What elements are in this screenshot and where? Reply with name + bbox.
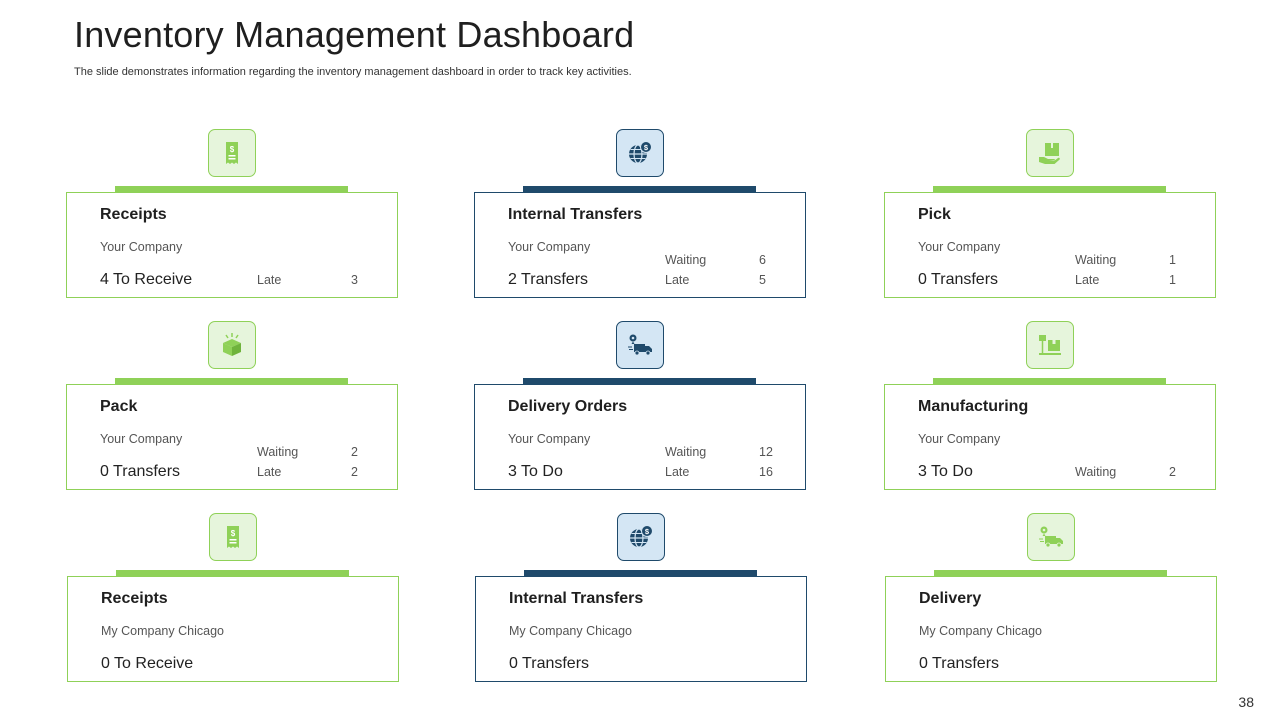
- page-number: 38: [1238, 694, 1254, 710]
- delivery-truck-icon: [616, 321, 664, 369]
- accent-bar: [115, 378, 348, 388]
- accent-bar: [116, 570, 349, 580]
- card-title: Pack: [100, 398, 138, 415]
- card-internal-transfers[interactable]: $ Internal Transfers Your Company 2 Tran…: [474, 129, 806, 299]
- card-manufacturing[interactable]: Manufacturing Your Company 3 To Do Waiti…: [884, 321, 1216, 491]
- card-main-value[interactable]: 0 Transfers: [918, 271, 999, 288]
- card-main-value[interactable]: 2 Transfers: [508, 271, 589, 288]
- globe-dollar-icon: $: [616, 129, 664, 177]
- card-company: Your Company: [918, 240, 1001, 254]
- delivery-truck-icon: [1027, 513, 1075, 561]
- accent-bar: [934, 570, 1167, 580]
- card-internal-transfers-chicago[interactable]: $ Internal Transfers My Company Chicago …: [475, 513, 807, 683]
- svg-text:$: $: [230, 145, 235, 154]
- card-receipts-chicago[interactable]: $ Receipts My Company Chicago 0 To Recei…: [67, 513, 399, 683]
- card-company: Your Company: [918, 432, 1001, 446]
- card-delivery-chicago[interactable]: Delivery My Company Chicago 0 Transfers: [885, 513, 1217, 683]
- card-body: Internal Transfers Your Company 2 Transf…: [474, 192, 806, 298]
- accent-bar: [933, 186, 1166, 196]
- card-company: Your Company: [508, 240, 591, 254]
- stat-value: 2: [1169, 465, 1176, 479]
- card-pick[interactable]: Pick Your Company 0 Transfers Waiting 1 …: [884, 129, 1216, 299]
- card-body: Receipts My Company Chicago 0 To Receive: [67, 576, 399, 682]
- card-main-value[interactable]: 0 Transfers: [919, 655, 1000, 672]
- svg-text:$: $: [644, 143, 649, 152]
- card-main-value[interactable]: 0 Transfers: [509, 655, 590, 672]
- accent-bar: [523, 378, 756, 388]
- hand-box-icon: [1026, 129, 1074, 177]
- stat-label: Waiting: [1075, 253, 1117, 267]
- page-title: Inventory Management Dashboard: [74, 14, 635, 55]
- card-delivery-orders[interactable]: Delivery Orders Your Company 3 To Do Wai…: [474, 321, 806, 491]
- card-main-value[interactable]: 0 To Receive: [101, 655, 194, 672]
- card-main-value[interactable]: 3 To Do: [508, 463, 563, 480]
- card-title: Manufacturing: [918, 398, 1029, 415]
- card-body: Internal Transfers My Company Chicago 0 …: [475, 576, 807, 682]
- card-receipts[interactable]: $ Receipts Your Company 4 To Receive Lat…: [66, 129, 398, 299]
- card-company: My Company Chicago: [919, 624, 1042, 638]
- svg-text:$: $: [645, 527, 650, 536]
- card-company: Your Company: [508, 432, 591, 446]
- card-company: My Company Chicago: [509, 624, 632, 638]
- stat-value: 3: [351, 273, 358, 287]
- globe-dollar-icon: $: [617, 513, 665, 561]
- stat-label: Waiting: [1075, 465, 1117, 479]
- stat-label: Waiting: [665, 445, 707, 459]
- stat-label: Late: [1075, 273, 1100, 287]
- card-title: Pick: [918, 206, 951, 223]
- open-box-icon: [208, 321, 256, 369]
- stat-value: 1: [1169, 273, 1176, 287]
- stat-value: 6: [759, 253, 766, 267]
- card-company: Your Company: [100, 432, 183, 446]
- accent-bar: [115, 186, 348, 196]
- card-main-value[interactable]: 0 Transfers: [100, 463, 181, 480]
- card-body: Receipts Your Company 4 To Receive Late …: [66, 192, 398, 298]
- card-body: Pick Your Company 0 Transfers Waiting 1 …: [884, 192, 1216, 298]
- stat-label: Late: [665, 273, 690, 287]
- card-title: Receipts: [101, 590, 168, 607]
- accent-bar: [933, 378, 1166, 388]
- card-pack[interactable]: Pack Your Company 0 Transfers Waiting 2 …: [66, 321, 398, 491]
- svg-text:$: $: [231, 529, 236, 538]
- stat-label: Waiting: [257, 445, 299, 459]
- stat-value: 2: [351, 445, 358, 459]
- receipt-icon: $: [209, 513, 257, 561]
- card-main-value[interactable]: 4 To Receive: [100, 271, 193, 288]
- card-title: Delivery Orders: [508, 398, 628, 415]
- receipt-icon: $: [208, 129, 256, 177]
- card-company: My Company Chicago: [101, 624, 224, 638]
- card-body: Manufacturing Your Company 3 To Do Waiti…: [884, 384, 1216, 490]
- card-title: Internal Transfers: [508, 206, 643, 223]
- card-title: Receipts: [100, 206, 167, 223]
- stat-label: Waiting: [665, 253, 707, 267]
- page-subtitle: The slide demonstrates information regar…: [74, 66, 632, 78]
- stat-label: Late: [665, 465, 690, 479]
- stat-value: 1: [1169, 253, 1176, 267]
- card-body: Pack Your Company 0 Transfers Waiting 2 …: [66, 384, 398, 490]
- card-company: Your Company: [100, 240, 183, 254]
- stat-value: 12: [759, 445, 773, 459]
- stat-value: 2: [351, 465, 358, 479]
- card-title: Internal Transfers: [509, 590, 644, 607]
- stat-label: Late: [257, 273, 282, 287]
- accent-bar: [523, 186, 756, 196]
- stat-value: 5: [759, 273, 766, 287]
- conveyor-box-icon: [1026, 321, 1074, 369]
- stat-value: 16: [759, 465, 773, 479]
- card-body: Delivery My Company Chicago 0 Transfers: [885, 576, 1217, 682]
- accent-bar: [524, 570, 757, 580]
- card-main-value[interactable]: 3 To Do: [918, 463, 973, 480]
- card-body: Delivery Orders Your Company 3 To Do Wai…: [474, 384, 806, 490]
- card-title: Delivery: [919, 590, 982, 607]
- stat-label: Late: [257, 465, 282, 479]
